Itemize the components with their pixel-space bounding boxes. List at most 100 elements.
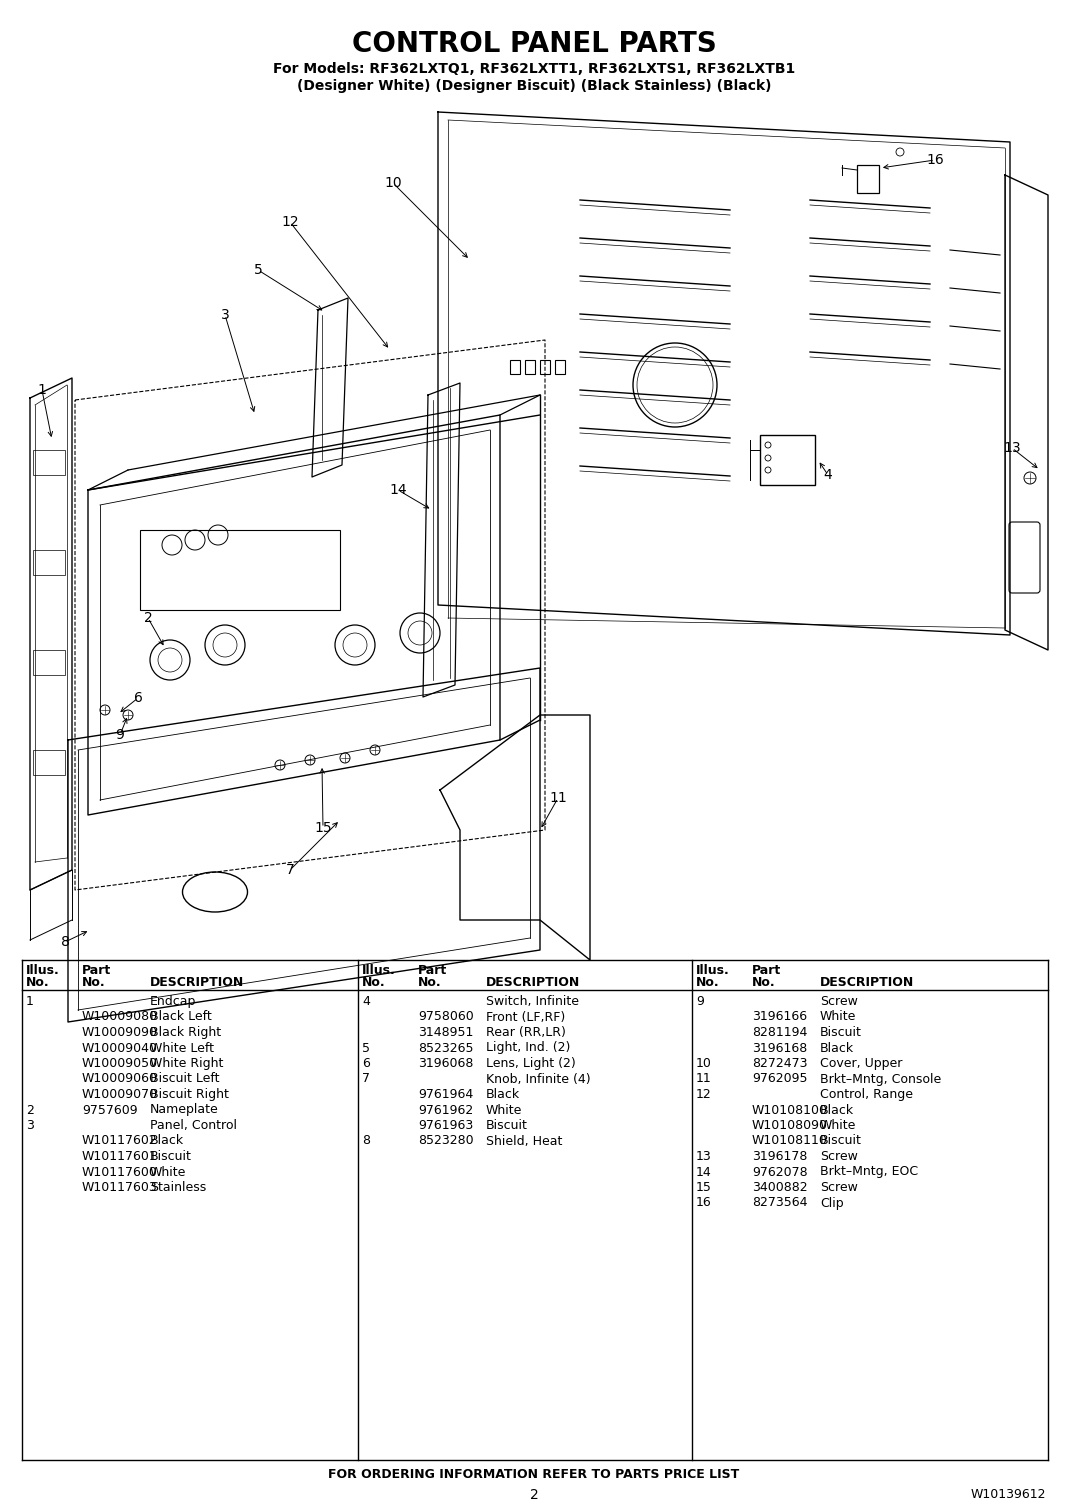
Text: 8273564: 8273564	[752, 1196, 807, 1210]
Text: Illus.: Illus.	[362, 963, 396, 977]
Text: White: White	[820, 1120, 857, 1132]
Text: 9762095: 9762095	[752, 1073, 807, 1085]
Text: 11: 11	[549, 791, 567, 806]
Bar	[33, 649, 65, 675]
Text: 3400882: 3400882	[752, 1181, 807, 1193]
Text: Biscuit: Biscuit	[820, 1027, 862, 1039]
Text: 3148951: 3148951	[418, 1027, 473, 1039]
Text: 13: 13	[696, 1150, 711, 1163]
Text: Illus.: Illus.	[26, 963, 60, 977]
Text: White: White	[150, 1165, 187, 1178]
Text: W10009080: W10009080	[82, 1010, 158, 1024]
Text: 8272473: 8272473	[752, 1057, 807, 1070]
Text: 14: 14	[389, 482, 407, 497]
Text: 3196178: 3196178	[752, 1150, 807, 1163]
Text: W10009070: W10009070	[82, 1088, 158, 1102]
Text: Biscuit: Biscuit	[820, 1135, 862, 1147]
Text: 4: 4	[823, 467, 832, 482]
Text: Knob, Infinite (4): Knob, Infinite (4)	[486, 1073, 591, 1085]
Text: Stainless: Stainless	[150, 1181, 206, 1193]
Text: Brkt–Mntg, EOC: Brkt–Mntg, EOC	[820, 1165, 918, 1178]
Text: Rear (RR,LR): Rear (RR,LR)	[486, 1027, 566, 1039]
Text: 3196166: 3196166	[752, 1010, 807, 1024]
Text: DESCRIPTION: DESCRIPTION	[486, 975, 580, 989]
Text: 3: 3	[26, 1120, 34, 1132]
Text: Endcap: Endcap	[150, 995, 197, 1009]
Bar	[33, 449, 65, 475]
Text: 9762078: 9762078	[752, 1165, 807, 1178]
Text: Part: Part	[82, 963, 111, 977]
Text: 15: 15	[314, 821, 332, 836]
Text: White Left: White Left	[150, 1042, 214, 1055]
Text: No.: No.	[362, 975, 386, 989]
Text: 9: 9	[696, 995, 704, 1009]
Text: Front (LF,RF): Front (LF,RF)	[486, 1010, 565, 1024]
Text: W10009090: W10009090	[82, 1027, 158, 1039]
Text: W10117602: W10117602	[82, 1135, 158, 1147]
Text: CONTROL PANEL PARTS: CONTROL PANEL PARTS	[351, 30, 717, 59]
Text: Part: Part	[418, 963, 447, 977]
Text: (Designer White) (Designer Biscuit) (Black Stainless) (Black): (Designer White) (Designer Biscuit) (Bla…	[297, 80, 771, 93]
Text: 8: 8	[61, 935, 69, 948]
Text: 9757609: 9757609	[82, 1103, 138, 1117]
Text: 1: 1	[37, 383, 46, 397]
Text: DESCRIPTION: DESCRIPTION	[820, 975, 914, 989]
Text: 2: 2	[143, 612, 153, 625]
Text: Cover, Upper: Cover, Upper	[820, 1057, 902, 1070]
Text: 5: 5	[362, 1042, 370, 1055]
Text: Shield, Heat: Shield, Heat	[486, 1135, 563, 1147]
Text: Black: Black	[820, 1103, 854, 1117]
Bar	[525, 361, 535, 374]
Text: No.: No.	[26, 975, 49, 989]
Text: For Models: RF362LXTQ1, RF362LXTT1, RF362LXTS1, RF362LXTB1: For Models: RF362LXTQ1, RF362LXTT1, RF36…	[273, 62, 795, 77]
Text: No.: No.	[418, 975, 442, 989]
Text: 3196168: 3196168	[752, 1042, 807, 1055]
Bar	[540, 361, 550, 374]
Text: 8523280: 8523280	[418, 1135, 473, 1147]
Text: 10: 10	[384, 176, 402, 189]
Text: 3196068: 3196068	[418, 1057, 473, 1070]
Text: 12: 12	[696, 1088, 711, 1102]
Text: Panel, Control: Panel, Control	[150, 1120, 237, 1132]
Text: 1: 1	[26, 995, 34, 1009]
Text: DESCRIPTION: DESCRIPTION	[150, 975, 245, 989]
Text: 15: 15	[696, 1181, 712, 1193]
Text: Biscuit Left: Biscuit Left	[150, 1073, 220, 1085]
Text: Clip: Clip	[820, 1196, 844, 1210]
Text: Black Left: Black Left	[150, 1010, 211, 1024]
Text: Biscuit: Biscuit	[150, 1150, 192, 1163]
Text: 5: 5	[253, 263, 263, 277]
Text: White: White	[820, 1010, 857, 1024]
Text: 8: 8	[362, 1135, 370, 1147]
Text: 4: 4	[362, 995, 370, 1009]
Text: 13: 13	[1003, 440, 1021, 455]
Text: W10009060: W10009060	[82, 1073, 158, 1085]
Text: No.: No.	[752, 975, 775, 989]
Text: Black: Black	[150, 1135, 184, 1147]
Text: 9761962: 9761962	[418, 1103, 473, 1117]
Text: 7: 7	[362, 1073, 370, 1085]
Text: Biscuit: Biscuit	[486, 1120, 528, 1132]
Text: W10009040: W10009040	[82, 1042, 158, 1055]
Text: No.: No.	[696, 975, 720, 989]
Text: 7: 7	[285, 863, 295, 876]
Bar	[511, 361, 520, 374]
Bar	[857, 165, 879, 192]
Text: Nameplate: Nameplate	[150, 1103, 219, 1117]
Text: 10: 10	[696, 1057, 712, 1070]
Text: 6: 6	[362, 1057, 370, 1070]
Bar	[33, 750, 65, 776]
Text: 11: 11	[696, 1073, 711, 1085]
Text: Biscuit Right: Biscuit Right	[150, 1088, 229, 1102]
Text: W10108100: W10108100	[752, 1103, 828, 1117]
Bar	[33, 550, 65, 576]
Text: No.: No.	[82, 975, 106, 989]
Text: 8281194: 8281194	[752, 1027, 807, 1039]
Bar	[760, 434, 815, 485]
Text: 9: 9	[115, 727, 125, 742]
Text: Illus.: Illus.	[696, 963, 729, 977]
Text: W10009050: W10009050	[82, 1057, 158, 1070]
Text: 9761964: 9761964	[418, 1088, 473, 1102]
Text: W10139612: W10139612	[971, 1488, 1046, 1501]
Text: White: White	[486, 1103, 522, 1117]
